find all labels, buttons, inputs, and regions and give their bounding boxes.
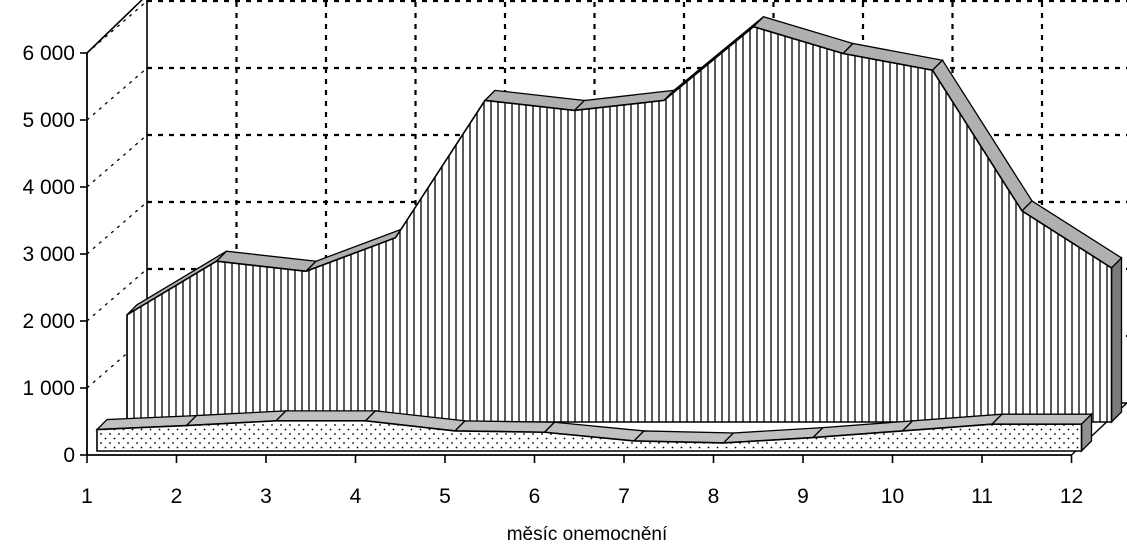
area-front-face bbox=[126, 25, 1113, 423]
wall-top-edge bbox=[86, 0, 143, 54]
gridline-wall-5 bbox=[86, 67, 148, 121]
series-front bbox=[95, 410, 1094, 453]
x-tick-label-11: 11 bbox=[971, 485, 993, 508]
x-tick-label-4: 4 bbox=[350, 485, 362, 508]
y-tick-label-4: 4 000 bbox=[22, 176, 75, 199]
x-tick-label-8: 8 bbox=[708, 485, 720, 508]
x-axis-title: měsíc onemocnění bbox=[507, 524, 668, 545]
gridline-wall-2 bbox=[86, 268, 148, 322]
area-front-face bbox=[96, 420, 1083, 452]
y-tick-label-5: 5 000 bbox=[22, 109, 75, 132]
axes bbox=[80, 52, 1073, 463]
gridline-wall-3 bbox=[86, 201, 148, 255]
series-layer bbox=[95, 15, 1123, 453]
area-side-face bbox=[1110, 256, 1123, 424]
y-tick-label-3: 3 000 bbox=[22, 243, 75, 266]
gridline-wall-6 bbox=[86, 0, 148, 54]
x-tick-label-1: 1 bbox=[81, 485, 93, 508]
y-tick-label-0: 0 bbox=[63, 444, 75, 467]
y-tick-label-2: 2 000 bbox=[22, 310, 75, 333]
x-tick-label-2: 2 bbox=[171, 485, 183, 508]
x-tick-label-12: 12 bbox=[1060, 485, 1083, 508]
x-tick-label-10: 10 bbox=[881, 485, 904, 508]
x-tick-label-6: 6 bbox=[529, 485, 541, 508]
x-tick-label-7: 7 bbox=[618, 485, 630, 508]
y-tick-label-6: 6 000 bbox=[22, 42, 75, 65]
gridline-wall-4 bbox=[86, 134, 148, 188]
y-tick-label-1: 1 000 bbox=[22, 377, 75, 400]
x-tick-label-9: 9 bbox=[797, 485, 809, 508]
area-top-segment-11 bbox=[990, 413, 1094, 425]
x-tick-label-3: 3 bbox=[260, 485, 272, 508]
x-tick-label-5: 5 bbox=[439, 485, 451, 508]
series-back bbox=[126, 15, 1123, 424]
area-top-segment-3 bbox=[274, 410, 378, 422]
